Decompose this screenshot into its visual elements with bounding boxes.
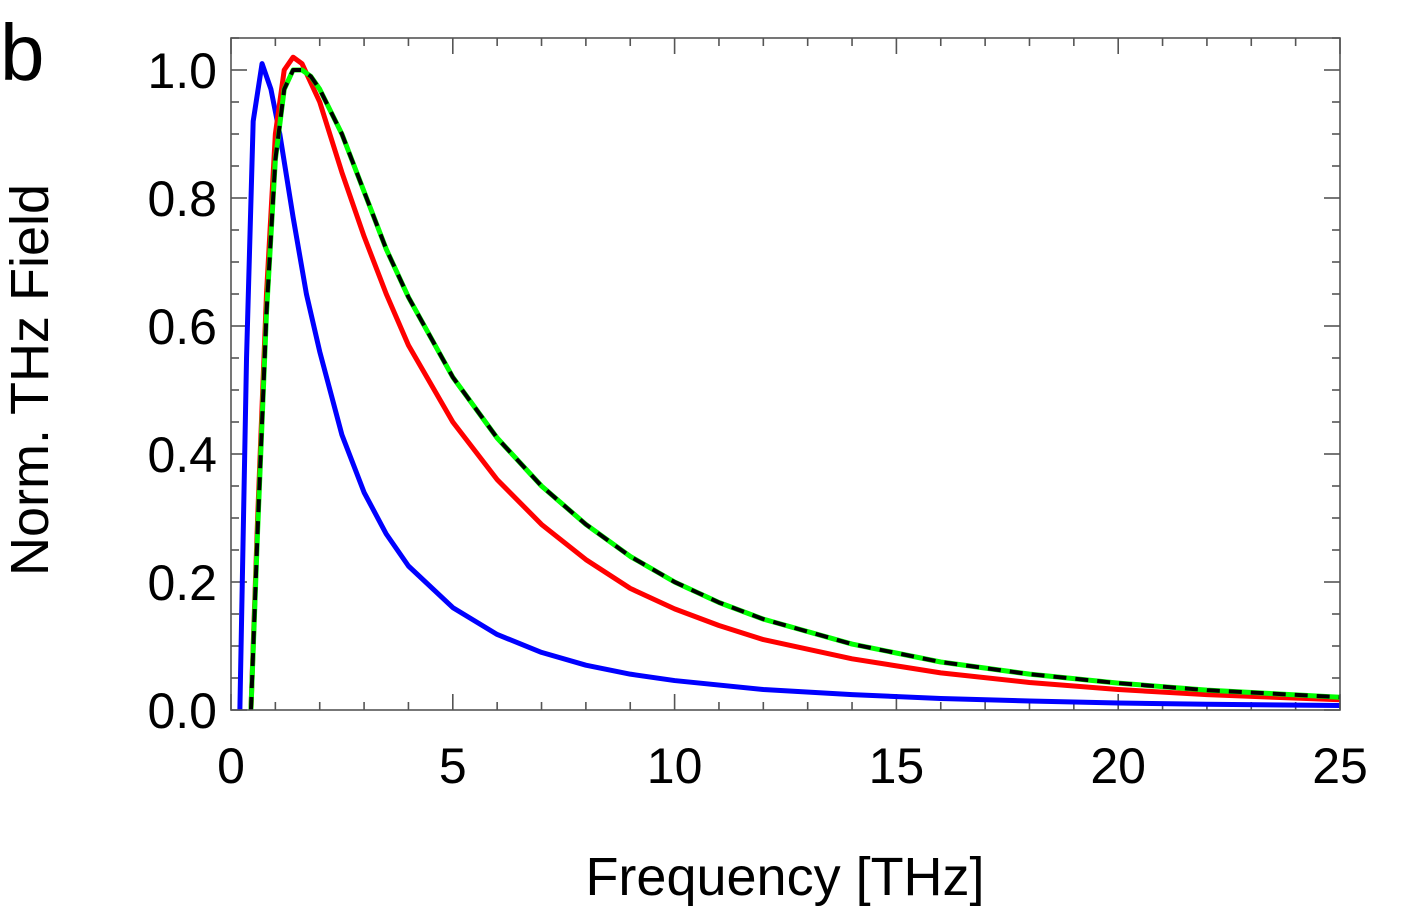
x-tick-label: 20 — [1090, 738, 1146, 794]
y-tick-label: 0.6 — [147, 299, 217, 355]
panel-label: b — [0, 8, 45, 97]
axis-tick-labels: 0 5 10 15 20 25 0.0 0.2 0.4 0.6 0.8 1.0 — [147, 43, 1367, 794]
series-layer — [237, 54, 1340, 710]
x-tick-label: 5 — [439, 738, 467, 794]
plot-frame — [230, 37, 1341, 711]
x-tick-label: 15 — [869, 738, 925, 794]
y-axis-label: Norm. THz Field — [0, 184, 60, 576]
x-tick-label: 10 — [647, 738, 703, 794]
y-tick-label: 1.0 — [147, 43, 217, 99]
axis-ticks — [230, 37, 1341, 711]
series-line-4 — [248, 68, 1340, 710]
y-tick-label: 0.2 — [147, 555, 217, 611]
series-line-3 — [248, 67, 1340, 710]
y-tick-label: 0.4 — [147, 427, 217, 483]
y-tick-label: 0.8 — [147, 171, 217, 227]
x-tick-label: 0 — [217, 738, 245, 794]
x-tick-label: 25 — [1312, 738, 1368, 794]
y-tick-label: 0.0 — [147, 683, 217, 739]
series-line-1 — [237, 61, 1340, 710]
series-line-2 — [248, 54, 1340, 710]
x-axis-label: Frequency [THz] — [585, 847, 984, 907]
